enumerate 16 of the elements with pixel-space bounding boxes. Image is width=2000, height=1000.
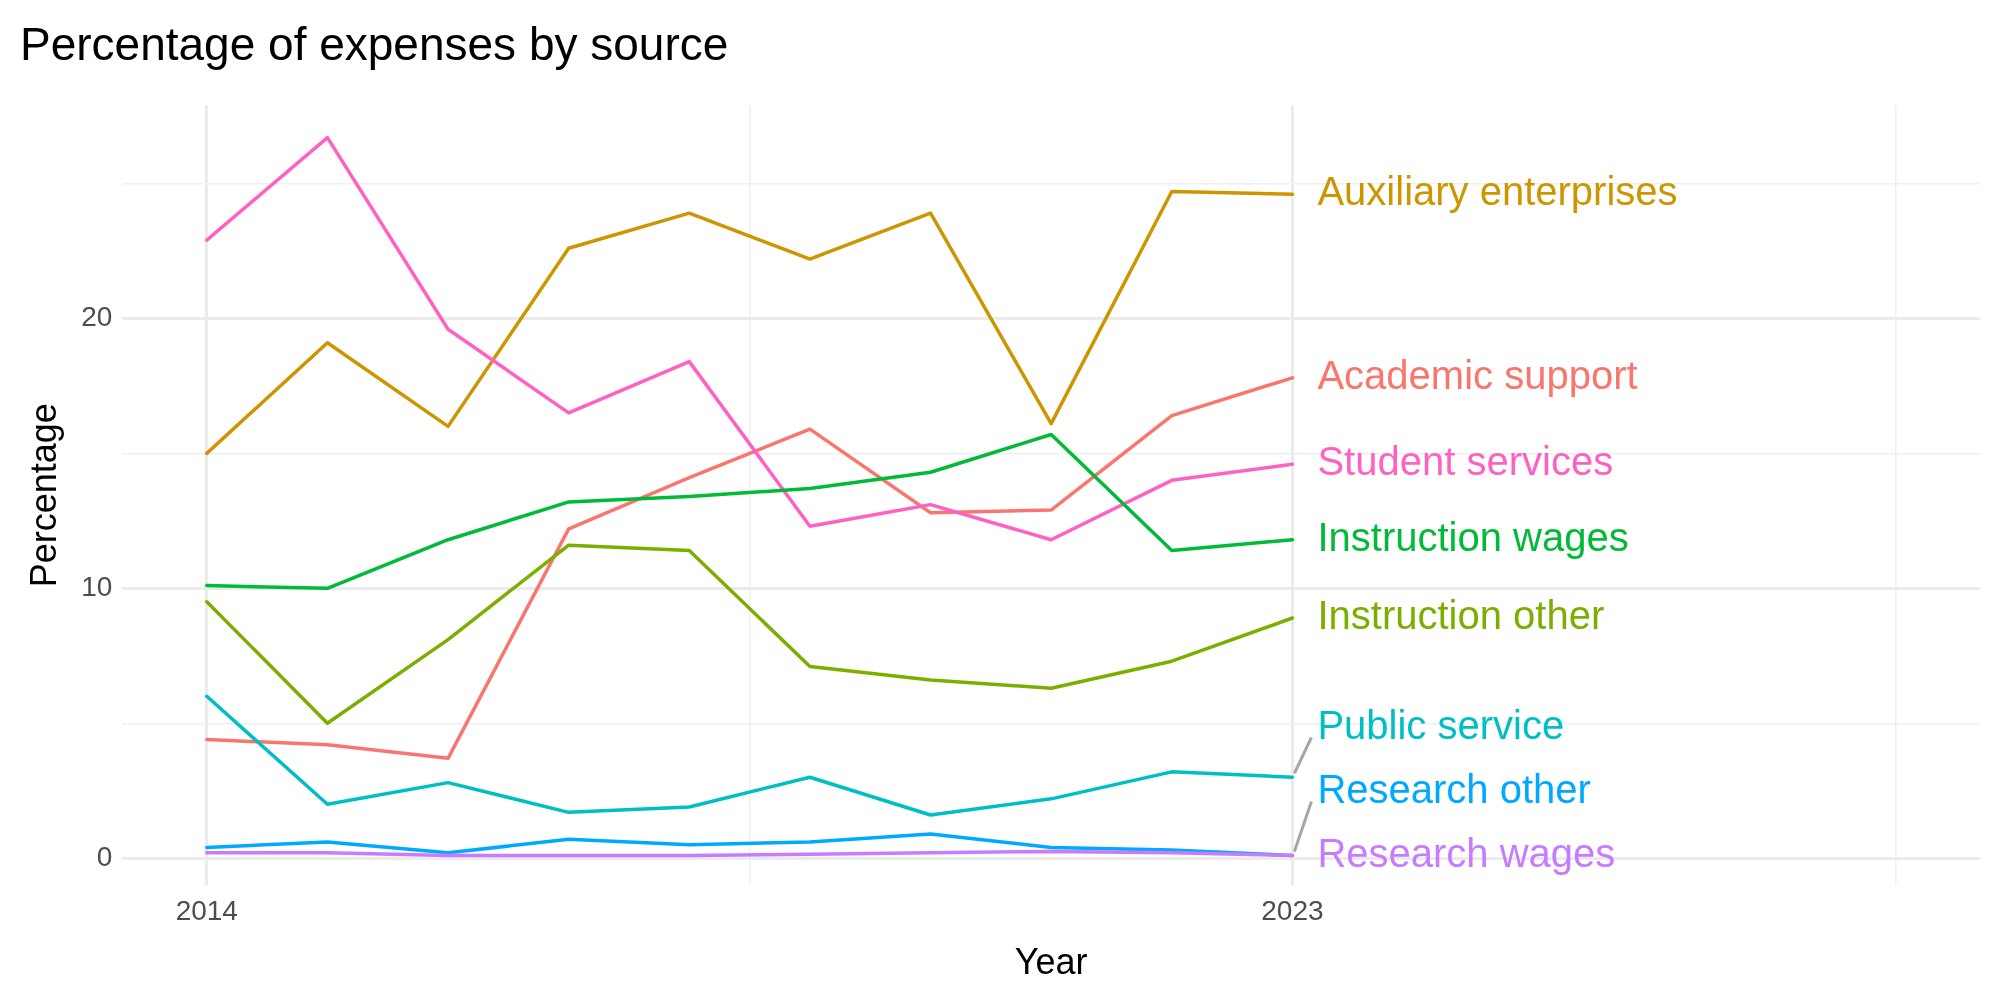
y-tick-label: 10 (81, 571, 113, 603)
x-tick-label: 2023 (1261, 894, 1324, 926)
series-label: Public service (1317, 702, 1565, 747)
x-tick-label: 2014 (175, 894, 238, 926)
series-label: Research wages (1317, 830, 1616, 875)
series-label: Research other (1317, 766, 1591, 811)
x-axis-title: Year (1014, 941, 1088, 983)
y-tick-label: 0 (96, 840, 113, 872)
series-label: Student services (1317, 439, 1614, 484)
series-label: Instruction other (1317, 593, 1605, 638)
series-label: Academic support (1317, 352, 1638, 397)
y-tick-label: 20 (81, 301, 113, 333)
series-label: Auxiliary enterprises (1317, 169, 1678, 214)
chart-title: Percentage of expenses by source (20, 18, 729, 71)
y-axis-title: Percentage (22, 403, 64, 588)
series-label: Instruction wages (1317, 514, 1629, 559)
